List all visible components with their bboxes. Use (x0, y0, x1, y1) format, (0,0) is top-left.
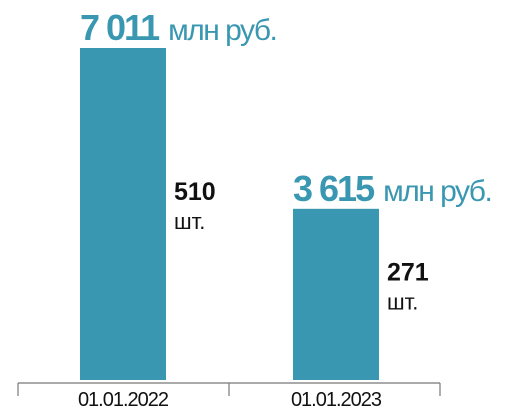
bar (293, 208, 379, 380)
x-tick-label: 01.01.2022 (78, 389, 169, 411)
count-label: 510 (174, 178, 216, 206)
unit-label: млн руб. (168, 14, 276, 47)
count-unit: шт. (387, 289, 418, 314)
count-label: 271 (387, 258, 429, 286)
value-label: 7 011 (80, 7, 160, 48)
x-tick-label: 01.01.2023 (291, 389, 382, 411)
value-label: 3 615 (293, 168, 375, 209)
bar (80, 48, 166, 380)
count-unit: шт. (174, 209, 205, 234)
unit-label: млн руб. (383, 175, 491, 208)
